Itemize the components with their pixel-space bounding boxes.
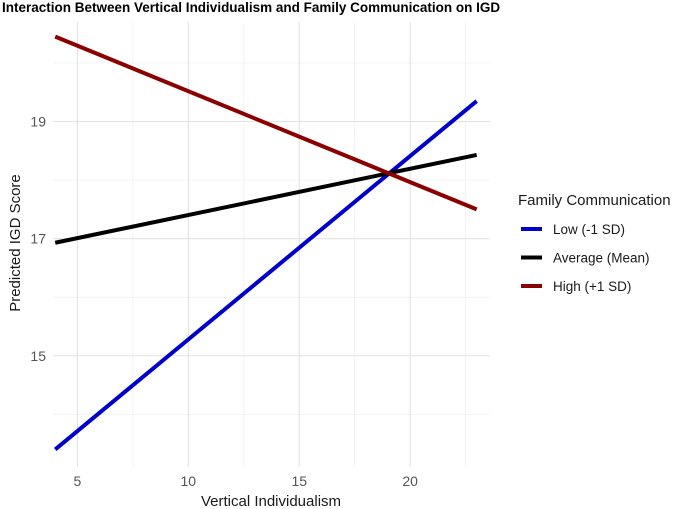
x-axis-ticks: 5 10 15 20 — [74, 473, 419, 489]
legend-label-3: High (+1 SD) — [553, 279, 631, 294]
grid — [53, 22, 490, 467]
legend: Family Communication Low (-1 SD) Average … — [518, 192, 671, 294]
y-tick-label: 15 — [30, 348, 46, 364]
legend-title: Family Communication — [518, 192, 671, 209]
y-tick-label: 17 — [30, 231, 46, 247]
legend-items: Low (-1 SD) Average (Mean) High (+1 SD) — [521, 222, 650, 294]
legend-label-1: Low (-1 SD) — [553, 222, 625, 237]
y-axis-title: Predicted IGD Score — [7, 174, 24, 312]
x-axis-title: Vertical Individualism — [201, 493, 341, 509]
chart-title: Interaction Between Vertical Individuali… — [2, 0, 500, 15]
series-line-3 — [54, 34, 478, 212]
y-axis-ticks: 15 17 19 — [30, 114, 46, 364]
x-tick-label: 10 — [181, 473, 197, 489]
x-tick-label: 15 — [291, 473, 307, 489]
series-line-2 — [54, 152, 478, 245]
series-line-1 — [53, 99, 478, 451]
legend-label-2: Average (Mean) — [553, 251, 650, 266]
x-tick-label: 20 — [402, 473, 418, 489]
x-tick-label: 5 — [74, 473, 82, 489]
y-tick-label: 19 — [30, 114, 46, 130]
plot-lines — [53, 34, 478, 451]
